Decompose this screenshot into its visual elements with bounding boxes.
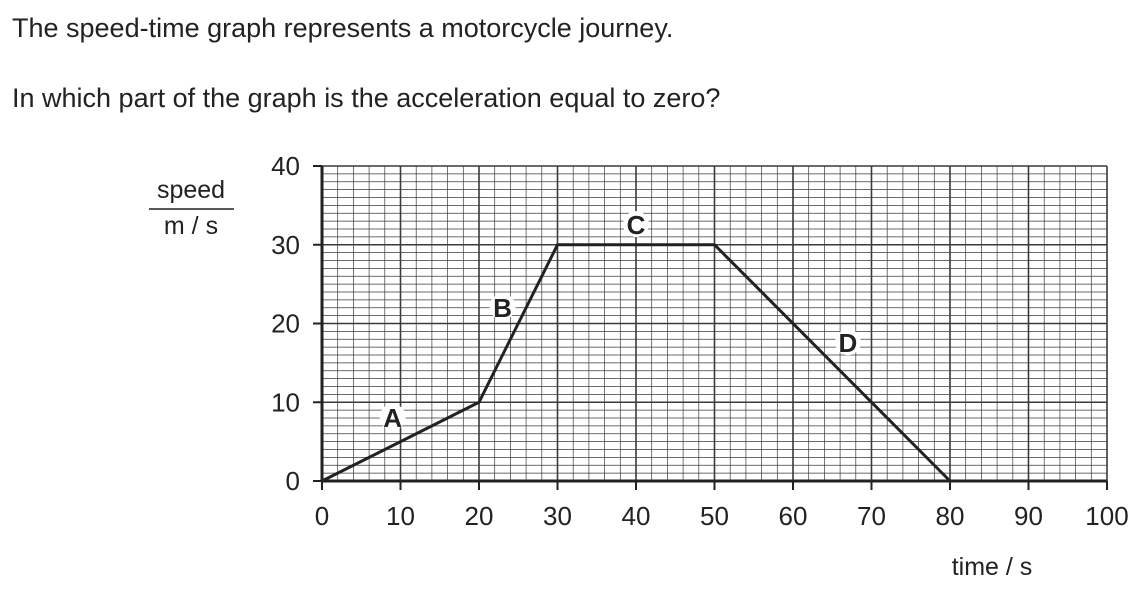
question-intro: The speed-time graph represents a motorc… [12, 13, 674, 43]
x-tick-label: 100 [1085, 501, 1128, 531]
y-axis-label-top: speed [157, 176, 225, 204]
x-tick-label: 20 [465, 501, 494, 531]
segment-labels: A B C D [379, 210, 861, 433]
segment-label-d: D [839, 328, 858, 358]
x-tick-label: 40 [622, 501, 651, 531]
segment-label-backdrop [379, 404, 406, 430]
y-tick-label: 20 [271, 309, 300, 339]
speed-series-line [321, 243, 952, 483]
segment-label-a: A [383, 403, 402, 433]
x-axis-label: time / s [952, 553, 1033, 581]
segment-label-backdrop [834, 329, 861, 356]
x-tick-label: 60 [779, 501, 808, 531]
x-tick-label: 0 [315, 501, 329, 531]
series [321, 243, 952, 483]
y-tick-label: 0 [286, 466, 300, 496]
x-tick-label: 80 [936, 501, 965, 531]
x-tick-label: 70 [857, 501, 886, 531]
x-tick-label: 50 [700, 501, 729, 531]
segment-label-backdrop [489, 293, 516, 320]
y-axis-label-bottom: m / s [164, 212, 218, 240]
y-tick-label: 30 [271, 230, 300, 260]
x-tick-label: 10 [386, 501, 415, 531]
tick-labels: 0 10 20 30 40 50 60 70 80 90 100 0 10 20 30 40 [271, 151, 1129, 531]
x-tick-label: 30 [543, 501, 572, 531]
segment-label-backdrop [623, 211, 649, 238]
segment-label-c: C [627, 210, 646, 240]
grid [321, 165, 1108, 482]
x-tick-label: 90 [1014, 501, 1043, 531]
axis-titles: speed m / s time / s [149, 176, 1032, 581]
question-prompt: In which part of the graph is the accele… [12, 83, 721, 113]
segment-label-b: B [493, 293, 512, 323]
y-tick-label: 10 [271, 387, 300, 417]
y-tick-label: 40 [271, 151, 300, 181]
